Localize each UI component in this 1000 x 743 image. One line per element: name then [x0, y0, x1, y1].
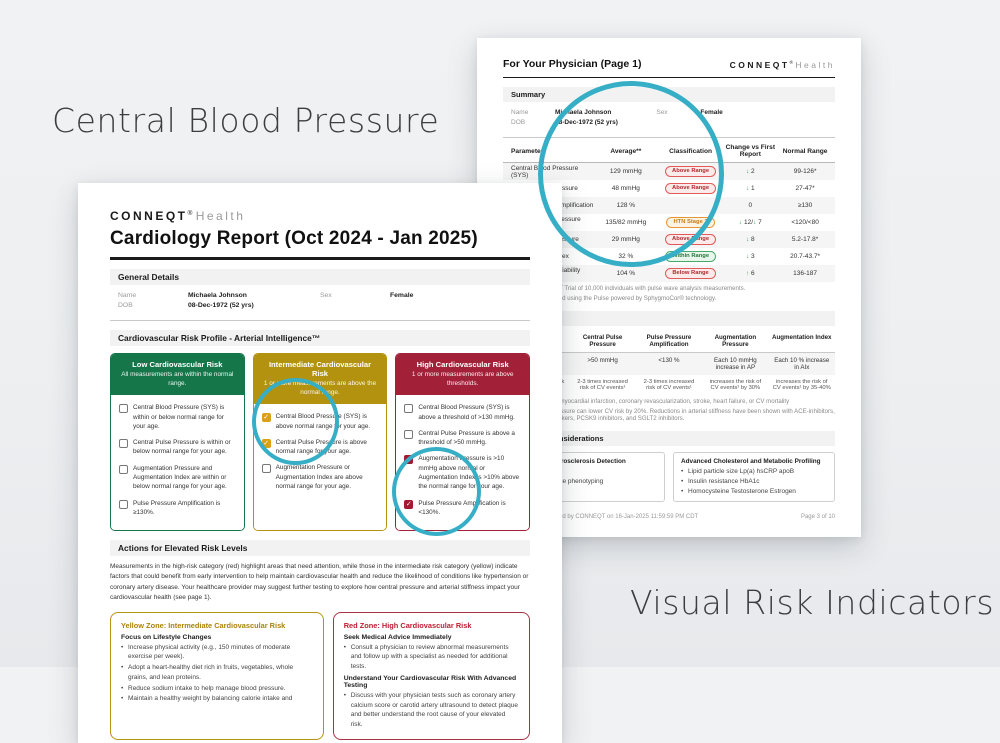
risk-profile-heading: Cardiovascular Risk Profile - Arterial I…: [110, 330, 530, 346]
bullet-item: Adopt a heart-healthy diet rich in fruit…: [121, 663, 313, 683]
classification-badge: Below Range: [665, 267, 716, 280]
physician-page-title: For Your Physician (Page 1): [503, 58, 642, 70]
checkbox-unchecked: [119, 439, 128, 449]
bullet-item: Increase physical activity (e.g., 150 mi…: [121, 643, 313, 663]
yellow-zone-box: Yellow Zone: Intermediate Cardiovascular…: [110, 611, 324, 740]
page-footer: This report was created by CONNEQT on 16…: [503, 514, 835, 520]
checkbox-unchecked: [119, 499, 128, 509]
patient-name: Michaela Johnson: [188, 292, 247, 299]
bullet-item: Lipid particle size Lp(a) hsCRP apoB: [681, 467, 827, 477]
scene-label-central-blood-pressure: Central Blood Pressure: [52, 101, 440, 140]
highlight-circle-yellow-checkboxes: [252, 378, 339, 465]
created-by-text: This report was created by CONNEQT on 16…: [503, 514, 699, 521]
checkbox-unchecked: [404, 404, 414, 414]
conneqt-health-logo: CONNEQT® Health: [729, 60, 835, 70]
physician-header: For Your Physician (Page 1) CONNEQT® Hea…: [503, 58, 835, 70]
highlight-circle-red-checkboxes: [392, 447, 481, 536]
general-details-heading: General Details: [110, 269, 530, 285]
page-number: Page 3 of 10: [800, 514, 835, 521]
patient-sex: Female: [390, 292, 414, 299]
dob-label: DOB: [511, 119, 526, 126]
col-parameter: Parameter: [511, 147, 544, 155]
footnote: ** Values are captured using the Pulse p…: [505, 295, 717, 302]
patient-sex: Female: [700, 109, 723, 116]
footnote: Lowering central pressure can lower CV r…: [505, 408, 835, 422]
name-label: Name: [511, 109, 529, 116]
report-title: Cardiology Report (Oct 2024 - Jan 2025): [110, 228, 478, 249]
dob-label: DOB: [118, 302, 133, 309]
bullet-item: Maintain a healthy weight by balancing c…: [121, 694, 313, 704]
conneqt-health-logo: CONNEQT® Health: [110, 209, 246, 223]
bullet-item: Insulin resistance HbA1c: [681, 477, 827, 487]
zone-boxes: Yellow Zone: Intermediate Cardiovascular…: [110, 611, 530, 740]
footnote: ¹ CV events include myocardial infarctio…: [505, 398, 790, 405]
bullet-item: Homocysteine Testosterone Estrogen: [681, 487, 827, 497]
col-normal-range: Normal Range: [782, 147, 828, 155]
patient-dob: 08-Dec-1972 (52 yrs): [188, 302, 254, 309]
patient-info: Name Michaela Johnson DOB 08-Dec-1972 (52 …: [110, 285, 530, 317]
bullet-item: Discuss with your physician tests such a…: [344, 691, 519, 730]
cardiology-report-page: CONNEQT® Health Cardiology Report (Oct 2…: [78, 183, 562, 743]
title-rule: [110, 257, 530, 260]
actions-heading: Actions for Elevated Risk Levels: [110, 540, 530, 557]
divider: [110, 320, 530, 321]
header-rule: [503, 77, 835, 78]
scene-label-visual-risk-indicators: Visual Risk Indicators: [630, 583, 995, 622]
bullet-item: Consult a physician to review abnormal m…: [344, 643, 519, 672]
bullet-item: Reduce sodium intake to help manage bloo…: [121, 684, 313, 694]
footnote: * Based on the ACCT Trial of 10,000 indi…: [505, 285, 746, 292]
interpretation-table: Central Blood Pressure Central Pulse Pre…: [503, 330, 835, 395]
treatment-box-cholesterol: Advanced Cholesterol and Metabolic Profi…: [673, 452, 835, 503]
red-zone-box: Red Zone: High Cardiovascular Risk Seek …: [332, 611, 530, 740]
scene-canvas: Central Blood Pressure Visual Risk Indic…: [0, 0, 1000, 667]
col-change: Change vs First Report: [725, 144, 776, 158]
checkbox-unchecked: [404, 429, 414, 439]
actions-paragraph: Measurements in the high-risk category (…: [110, 563, 529, 602]
risk-box-low: Low Cardiovascular Risk All measurements…: [110, 353, 245, 532]
checkbox-unchecked: [119, 404, 128, 414]
highlight-circle-summary-table: [538, 81, 724, 267]
checkbox-unchecked: [261, 464, 271, 474]
sex-label: Sex: [320, 292, 332, 299]
checkbox-unchecked: [119, 464, 128, 474]
name-label: Name: [118, 292, 137, 299]
